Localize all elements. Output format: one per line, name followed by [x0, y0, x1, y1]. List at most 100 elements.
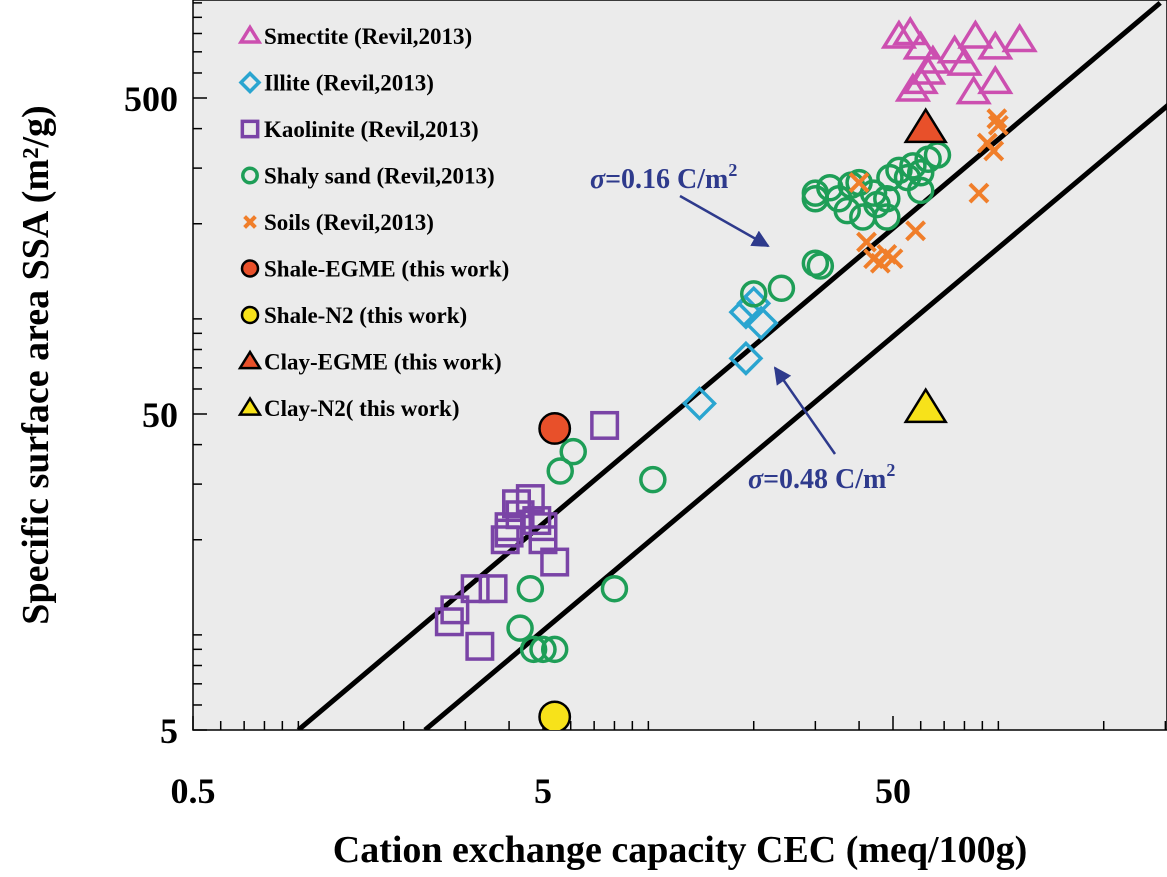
- data-point-kaolinite-2: [501, 489, 531, 519]
- data-point-illite-1: [728, 340, 764, 376]
- annotation-arrow: [773, 366, 837, 455]
- data-point-shaly-3: [639, 465, 667, 494]
- data-point-shaly-3: [899, 152, 927, 180]
- legend-item: Shaly sand (Revil,2013): [241, 164, 495, 189]
- data-point-shaly-3: [559, 437, 587, 466]
- legend-item: Soils (Revil,2013): [243, 210, 434, 235]
- data-point-smectite-0: [946, 46, 983, 76]
- legend-label: Kaolinite (Revil,2013): [264, 117, 479, 142]
- x-stroke: [856, 231, 877, 253]
- legend-marker: [240, 119, 260, 139]
- legend-label: Shale-N2 (this work): [264, 303, 467, 328]
- y-tick-label: 500: [124, 79, 178, 119]
- x-stroke: [905, 220, 926, 242]
- data-point-smectite-0: [880, 19, 918, 49]
- data-point-smectite-0: [977, 30, 1014, 60]
- data-point-shaly-3: [906, 176, 935, 205]
- data-point-shaly-3: [546, 457, 574, 485]
- x-stroke: [986, 108, 1008, 130]
- legend-marker: [237, 349, 263, 370]
- data-point-shaly-3: [506, 614, 534, 642]
- legend-marker: [237, 24, 263, 44]
- legend: Smectite (Revil,2013) Illite (Revil,2013)…: [237, 24, 509, 421]
- data-point-soils-4: [905, 220, 926, 242]
- data-point-smectite-0: [894, 72, 932, 102]
- y-tick-label: 50: [142, 395, 178, 435]
- data-point-illite-1: [743, 305, 779, 341]
- legend-label: Soils (Revil,2013): [264, 210, 434, 235]
- legend-item: Smectite (Revil,2013): [237, 24, 472, 49]
- data-point-clay-n2--8: [903, 387, 948, 424]
- legend-marker: [237, 396, 263, 416]
- data-point-shaly-3: [600, 574, 629, 603]
- data-point-smectite-0: [892, 15, 929, 46]
- x-stroke: [968, 182, 990, 204]
- sigma-annotation-1: σ=0.16 C/m2: [590, 160, 770, 248]
- data-point-kaolinite-2: [522, 506, 552, 536]
- sigma-label: σ=0.16 C/m2: [590, 160, 737, 195]
- legend-marker: [240, 259, 260, 278]
- x-stroke: [848, 172, 870, 193]
- data-point-kaolinite-2: [478, 574, 508, 604]
- sigma-label: σ=0.48 C/m2: [748, 460, 895, 495]
- data-point-shaly-3: [540, 635, 569, 664]
- data-point-soils-4: [976, 132, 998, 154]
- data-point-soils-4: [986, 108, 1008, 130]
- data-markers: [434, 15, 1038, 730]
- sigma-superscript: 2: [886, 460, 895, 480]
- data-point-shaly-3: [876, 163, 904, 192]
- y-axis-title: Specific surface area SSA (m²/g): [15, 105, 57, 624]
- sigma-symbol: σ: [748, 464, 764, 495]
- data-point-smectite-0: [902, 30, 939, 60]
- data-point-smectite-0: [936, 34, 973, 64]
- y-tick-label: 5: [160, 711, 178, 751]
- data-point-kaolinite-2: [434, 607, 464, 637]
- legend-item: Shale-EGME (this work): [240, 257, 509, 282]
- data-point-shaly-3: [767, 274, 796, 303]
- legend-item: Kaolinite (Revil,2013): [240, 117, 479, 142]
- data-point-soils-4: [882, 248, 904, 270]
- data-point-shaly-3: [806, 252, 835, 280]
- data-point-smectite-0: [955, 75, 992, 105]
- data-point-kaolinite-2: [540, 547, 570, 577]
- data-point-smectite-0: [1001, 22, 1038, 53]
- data-point-kaolinite-2: [460, 574, 490, 604]
- data-point-soils-4: [848, 172, 870, 193]
- data-point-soils-4: [968, 182, 990, 204]
- legend-label: Clay-N2( this work): [264, 396, 460, 421]
- data-point-kaolinite-2: [490, 525, 520, 555]
- data-point-soils-4: [987, 114, 1009, 136]
- legend-marker: [243, 215, 257, 229]
- data-point-shaly-3: [833, 196, 861, 225]
- legend-item: Illite (Revil,2013): [238, 71, 434, 96]
- data-point-kaolinite-2: [465, 631, 495, 661]
- sigma-value: =0.16 C/m: [605, 164, 728, 195]
- sigma-value: =0.48 C/m: [763, 464, 886, 495]
- data-point-shale-n2-6: [538, 700, 572, 730]
- legend-label: Clay-EGME (this work): [264, 350, 502, 375]
- legend-label: Shale-EGME (this work): [264, 257, 509, 282]
- legend-marker: [241, 166, 259, 185]
- data-point-shaly-3: [859, 179, 888, 207]
- data-point-shaly-3: [906, 159, 935, 187]
- sigma-symbol: σ: [590, 164, 606, 195]
- data-point-smectite-0: [957, 19, 994, 49]
- reference-line-2: [423, 102, 1167, 730]
- annotation-arrow: [679, 194, 770, 248]
- data-point-shaly-3: [739, 280, 768, 308]
- data-point-shaly-3: [516, 574, 545, 603]
- data-point-illite-1: [682, 385, 717, 421]
- data-point-smectite-0: [902, 64, 939, 95]
- legend-label: Illite (Revil,2013): [264, 71, 434, 96]
- x-stroke: [243, 215, 257, 229]
- data-point-shaly-3: [529, 635, 557, 664]
- x-stroke: [987, 114, 1009, 136]
- data-point-shale-egme-5: [538, 412, 572, 445]
- x-stroke: [976, 132, 998, 154]
- data-point-kaolinite-2: [590, 410, 620, 440]
- x-axis-title: Cation exchange capacity CEC (meq/100g): [333, 829, 1027, 871]
- legend-label: Shaly sand (Revil,2013): [264, 164, 495, 189]
- x-stroke: [882, 248, 904, 270]
- legend-marker: [238, 71, 262, 94]
